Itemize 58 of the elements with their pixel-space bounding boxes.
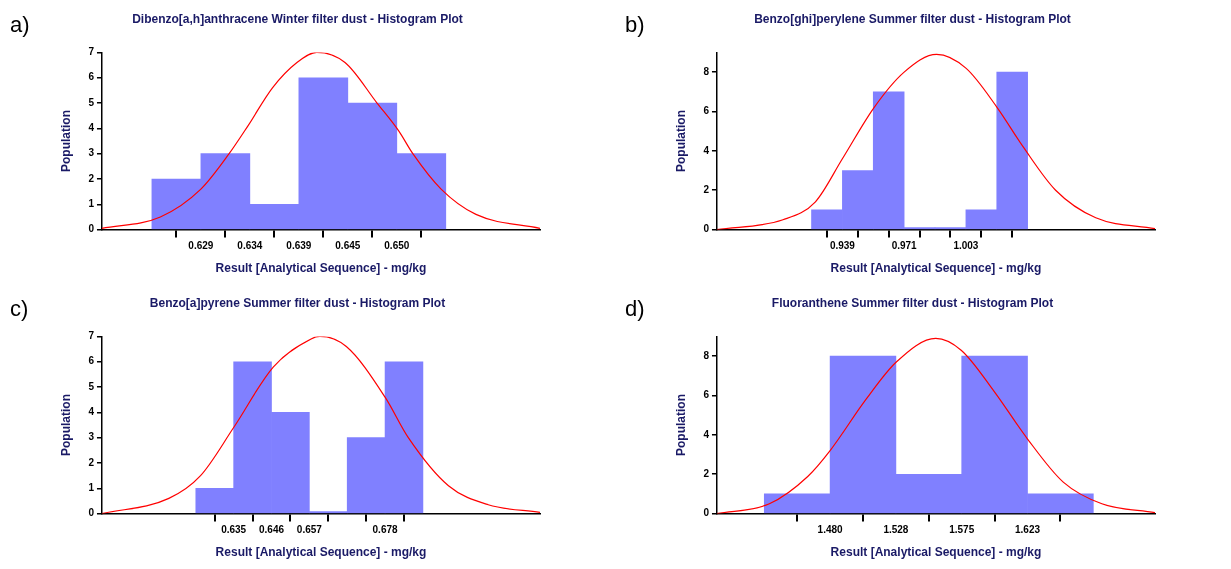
y-axis-title: Population (673, 394, 688, 456)
x-tick-label: 0.678 (372, 524, 399, 536)
y-tick-label: 6 (88, 71, 95, 83)
y-tick-label: 5 (88, 96, 95, 108)
y-tick-label: 0 (88, 507, 95, 519)
y-tick-label: 8 (703, 65, 710, 77)
chart-title: Dibenzo[a,h]anthracene Winter filter dust - Histogram Plot (132, 11, 463, 26)
x-tick-label: 1.480 (817, 524, 844, 536)
y-tick-label: 3 (88, 147, 95, 159)
y-tick-label: 2 (88, 456, 95, 468)
x-axis-title: Result [Analytical Sequence] - mg/kg (830, 545, 1042, 560)
y-tick-label: 4 (88, 406, 95, 418)
chart-title: Benzo[ghi]perylene Summer filter dust - Histogram Plot (754, 11, 1071, 26)
y-tick-label: 3 (88, 431, 95, 443)
x-tick-label: 0.657 (296, 524, 323, 536)
x-tick-label: 1.003 (953, 240, 979, 252)
y-tick-label: 7 (88, 46, 95, 58)
y-tick-label: 6 (88, 355, 95, 367)
y-tick-label: 5 (88, 380, 95, 392)
x-tick-label: 1.528 (883, 524, 909, 536)
y-tick-label: 0 (88, 223, 95, 235)
y-tick-label: 1 (88, 482, 95, 494)
x-tick-label: 0.650 (384, 240, 410, 252)
y-axis-title: Population (673, 110, 688, 172)
y-tick-label: 2 (88, 172, 95, 184)
y-tick-label: 8 (703, 349, 710, 361)
x-tick-label: 0.646 (258, 524, 285, 536)
text: a) (10, 12, 30, 38)
x-axis-title: Result [Analytical Sequence] - mg/kg (830, 261, 1042, 276)
y-tick-label: 2 (703, 467, 710, 479)
x-axis-title: Result [Analytical Sequence] - mg/kg (215, 545, 427, 560)
text: d) (625, 296, 645, 322)
y-tick-label: 0 (703, 223, 710, 235)
x-tick-label: 1.575 (949, 524, 975, 536)
x-axis-title: Result [Analytical Sequence] - mg/kg (215, 261, 427, 276)
y-tick-label: 6 (703, 105, 710, 117)
x-tick-label: 0.635 (221, 524, 247, 536)
x-tick-label: 1.623 (1015, 524, 1041, 536)
x-tick-label: 0.639 (286, 240, 312, 252)
y-tick-label: 2 (703, 183, 710, 195)
y-axis-title: Population (58, 110, 73, 172)
y-tick-label: 4 (703, 428, 710, 440)
x-tick-label: 0.939 (829, 240, 856, 252)
y-tick-label: 4 (703, 144, 710, 156)
x-tick-label: 0.629 (188, 240, 214, 252)
x-tick-label: 0.971 (891, 240, 918, 252)
text: c) (10, 296, 29, 322)
x-tick-label: 0.645 (335, 240, 361, 252)
y-tick-label: 7 (88, 330, 95, 342)
y-tick-label: 4 (88, 122, 95, 134)
y-axis-title: Population (58, 394, 73, 456)
chart-title: Fluoranthene Summer filter dust - Histogram Plot (771, 295, 1054, 310)
y-tick-label: 0 (703, 507, 710, 519)
x-tick-label: 0.634 (237, 240, 263, 252)
y-tick-label: 1 (88, 198, 95, 210)
chart-title: Benzo[a]pyrene Summer filter dust - Histogram Plot (149, 295, 446, 310)
y-tick-label: 6 (703, 389, 710, 401)
text: b) (625, 12, 645, 38)
